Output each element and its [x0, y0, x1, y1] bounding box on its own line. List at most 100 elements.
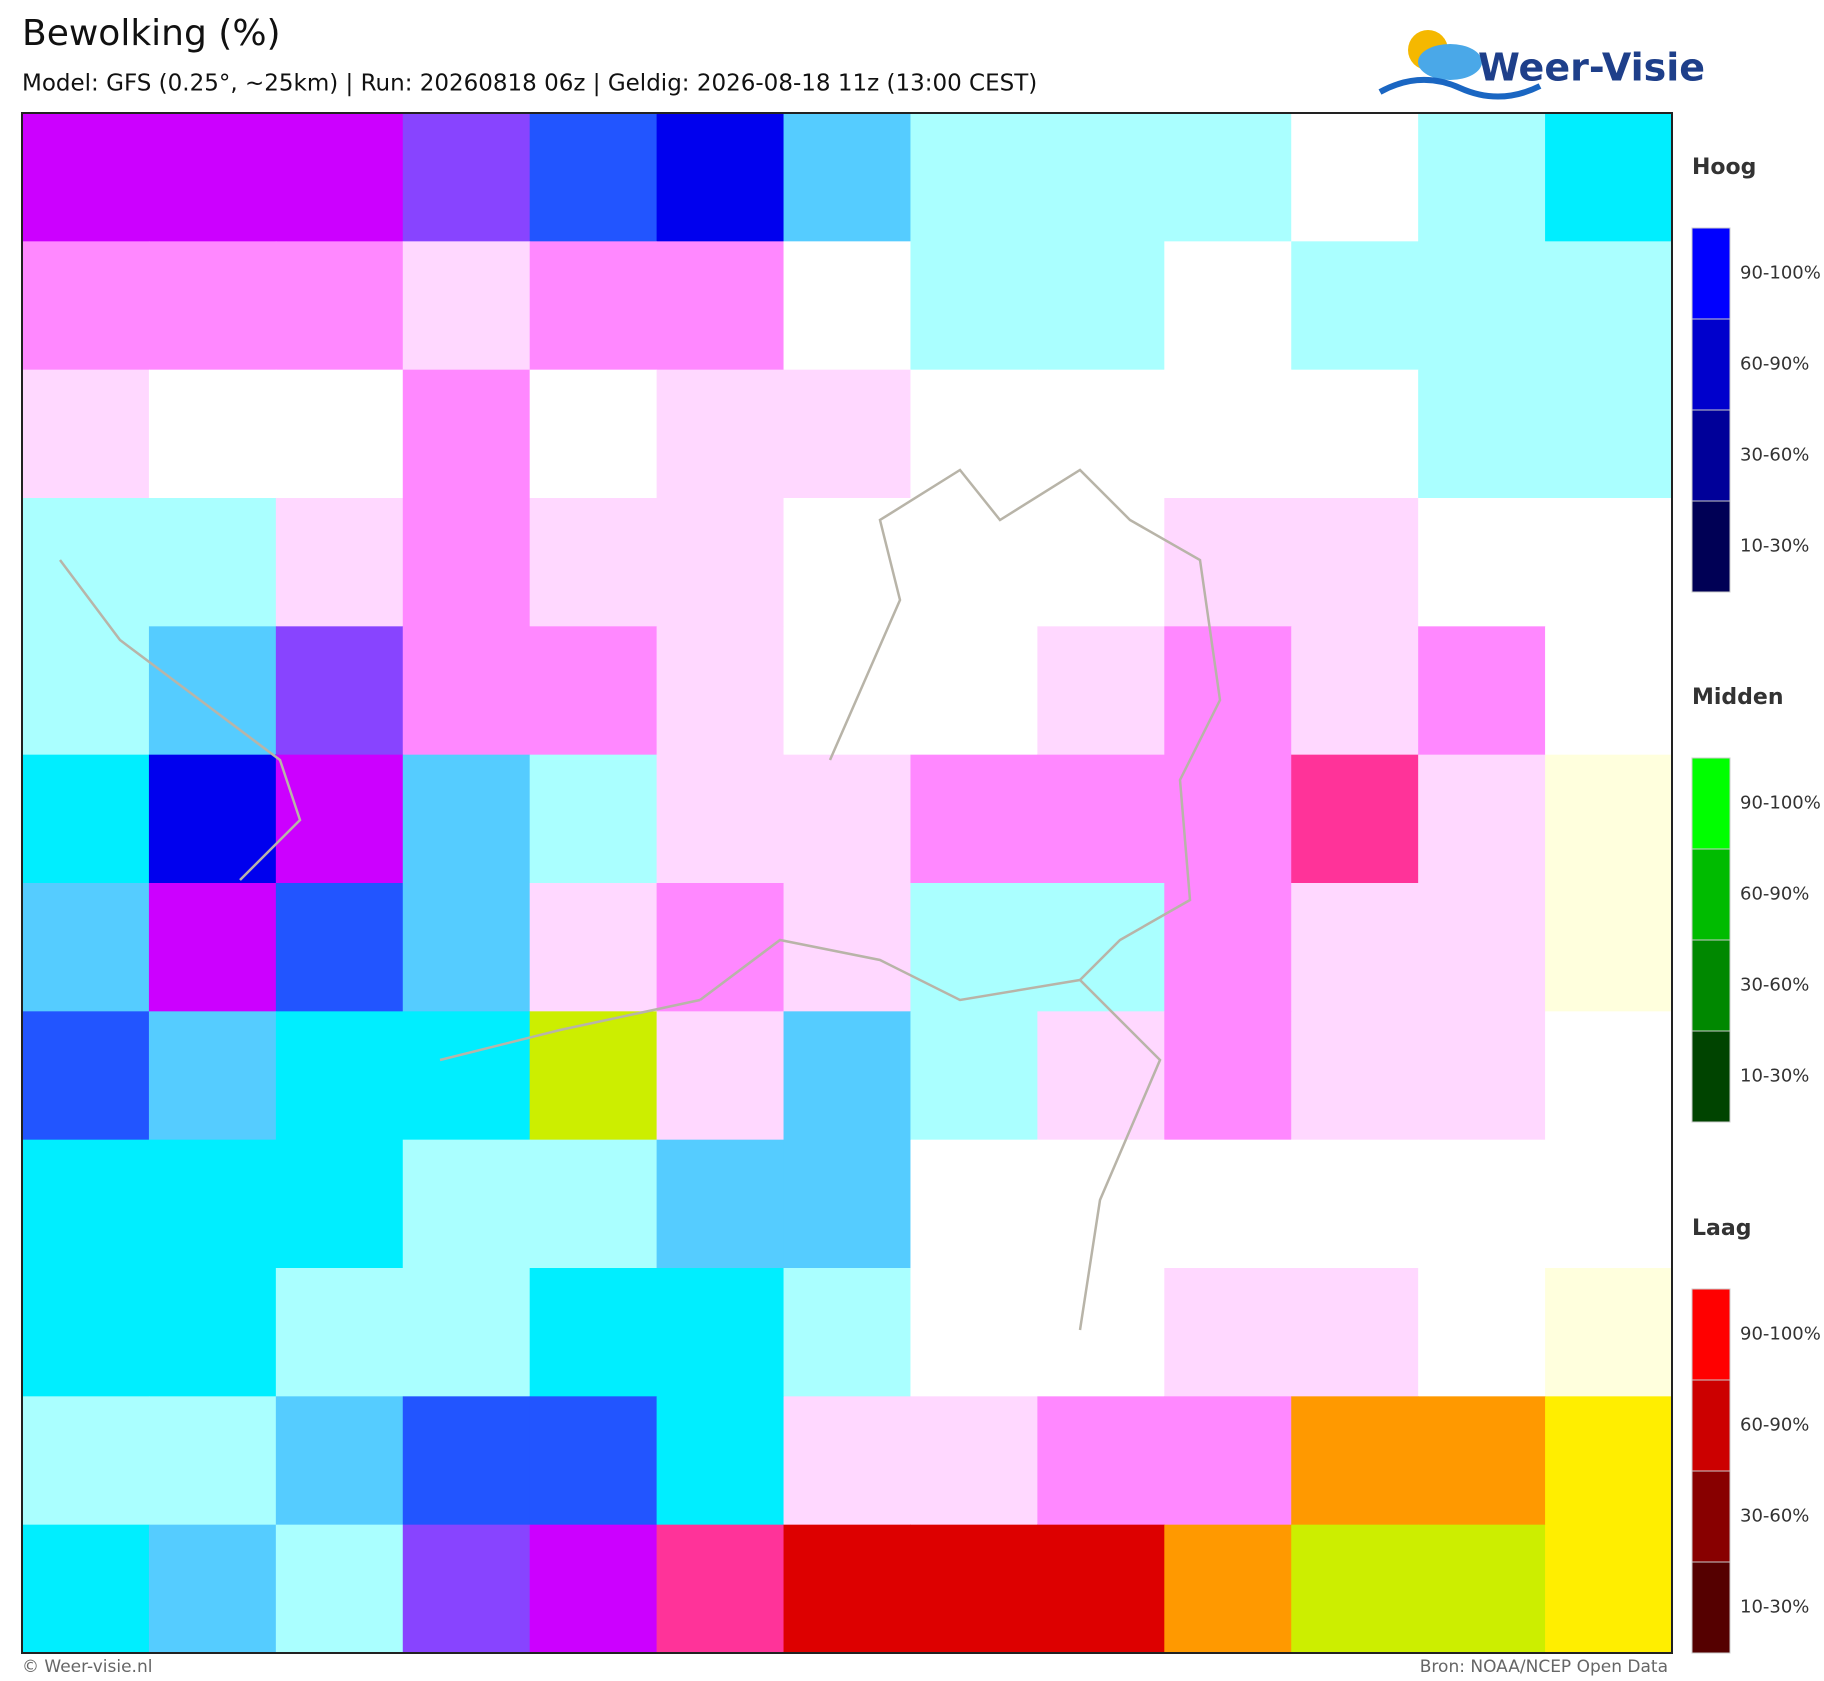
cloud-cell	[656, 241, 785, 371]
cloud-cell	[656, 498, 785, 627]
cloud-cell	[783, 241, 911, 371]
legend-label: 90-100%	[1740, 263, 1821, 284]
cloud-cell	[22, 241, 150, 371]
cloud-cell	[529, 754, 658, 884]
cloud-cell	[910, 1396, 1038, 1526]
cloud-cell	[783, 883, 911, 1012]
legend-swatch	[1691, 1561, 1731, 1654]
cloud-cell	[1164, 883, 1292, 1012]
cloud-cell	[22, 1139, 150, 1269]
cloud-cell	[22, 1011, 150, 1141]
legend-swatch	[1691, 848, 1731, 941]
legend-label: 60-90%	[1740, 884, 1809, 905]
cloud-cell	[783, 1396, 911, 1526]
cloud-cell	[1418, 1268, 1546, 1397]
cloud-cell	[529, 369, 658, 499]
cloud-cell	[1291, 1524, 1419, 1654]
legend-swatch	[1691, 409, 1731, 502]
legend-swatch	[1691, 1030, 1731, 1123]
legend-label: 60-90%	[1740, 1415, 1809, 1436]
cloud-cell	[1291, 1011, 1419, 1141]
cloud-cell	[1418, 1139, 1546, 1269]
cloud-cell	[1545, 1268, 1673, 1397]
cloud-cell	[656, 754, 785, 884]
legend-swatch	[1691, 1470, 1731, 1563]
cloud-cell	[656, 1011, 785, 1141]
cloud-cell	[402, 754, 531, 884]
cloud-cell	[275, 754, 404, 884]
cloud-cell	[275, 1268, 404, 1397]
cloud-cell	[529, 113, 658, 242]
border-line	[699, 938, 1162, 1331]
cloud-cell	[402, 883, 531, 1012]
cloud-cell	[22, 754, 150, 884]
cloud-cell	[1164, 1268, 1292, 1397]
footer-right: Bron: NOAA/NCEP Open Data	[1420, 1657, 1668, 1677]
cloud-cell	[275, 113, 404, 242]
cloud-cell	[529, 1139, 658, 1269]
cloud-cell	[148, 1268, 277, 1397]
cloud-cell	[275, 1396, 404, 1526]
cloud-cell	[402, 1011, 531, 1141]
cloud-cell	[402, 369, 531, 499]
legend-swatch	[1691, 500, 1731, 593]
cloud-cell	[402, 1268, 531, 1397]
cloud-cell	[148, 626, 277, 756]
cloud-cell	[529, 1268, 658, 1397]
legend-label: 30-60%	[1740, 445, 1809, 466]
coastline	[439, 998, 701, 1062]
cloud-cell	[148, 113, 277, 242]
cloud-cell	[1545, 1011, 1673, 1141]
legend-swatch	[1691, 227, 1731, 320]
logo-wave	[1378, 77, 1542, 100]
legend-label: 10-30%	[1740, 1597, 1809, 1618]
cloud-cell	[910, 241, 1038, 371]
cloud-cell	[275, 241, 404, 371]
logo-text: Weer-Visie	[1478, 46, 1705, 90]
cloud-cell	[656, 1268, 785, 1397]
cloud-cell	[402, 1524, 531, 1654]
cloud-cell	[529, 1524, 658, 1654]
cloud-cell	[1291, 1268, 1419, 1397]
cloud-cell	[1037, 1139, 1165, 1269]
cloud-cell	[22, 113, 150, 242]
subtitle: Model: GFS (0.25°, ~25km) | Run: 2026081…	[22, 71, 1037, 97]
legend-group-title: Laag	[1692, 1216, 1751, 1241]
cloud-cell	[1418, 369, 1546, 499]
cloud-cell	[275, 369, 404, 499]
cloud-cell	[1291, 369, 1419, 499]
cloud-cell	[910, 498, 1038, 627]
cloud-cell	[1418, 241, 1546, 371]
cloud-cell	[1164, 241, 1292, 371]
cloud-cell	[1418, 1524, 1546, 1654]
cloud-cell	[1037, 1524, 1165, 1654]
legend-label: 90-100%	[1740, 1324, 1821, 1345]
cloud-cell	[529, 1396, 658, 1526]
cloud-cell	[1164, 1396, 1292, 1526]
cloud-cell	[275, 883, 404, 1012]
cloud-cell	[656, 369, 785, 499]
cloud-cell	[910, 113, 1038, 242]
cloud-cell	[656, 1396, 785, 1526]
cloud-cell	[148, 1139, 277, 1269]
cloud-cell	[1037, 883, 1165, 1012]
cloud-cell	[148, 1011, 277, 1141]
cloud-cell	[1418, 1011, 1546, 1141]
legend-group-title: Midden	[1692, 685, 1784, 710]
cloud-cell	[275, 1139, 404, 1269]
cloud-cell	[275, 498, 404, 627]
cloud-cell	[148, 241, 277, 371]
cloud-cell	[1418, 883, 1546, 1012]
cloud-cell	[1545, 1396, 1673, 1526]
cloud-cell	[910, 626, 1038, 756]
cloud-cell	[656, 626, 785, 756]
cloud-cell	[1164, 369, 1292, 499]
cloud-cell	[910, 369, 1038, 499]
cloud-cell	[1164, 113, 1292, 242]
cloud-cell	[1545, 369, 1673, 499]
cloud-grid	[22, 113, 1673, 1654]
borders	[59, 468, 1222, 1331]
cloud-cell	[1545, 113, 1673, 242]
cloud-cell	[275, 626, 404, 756]
